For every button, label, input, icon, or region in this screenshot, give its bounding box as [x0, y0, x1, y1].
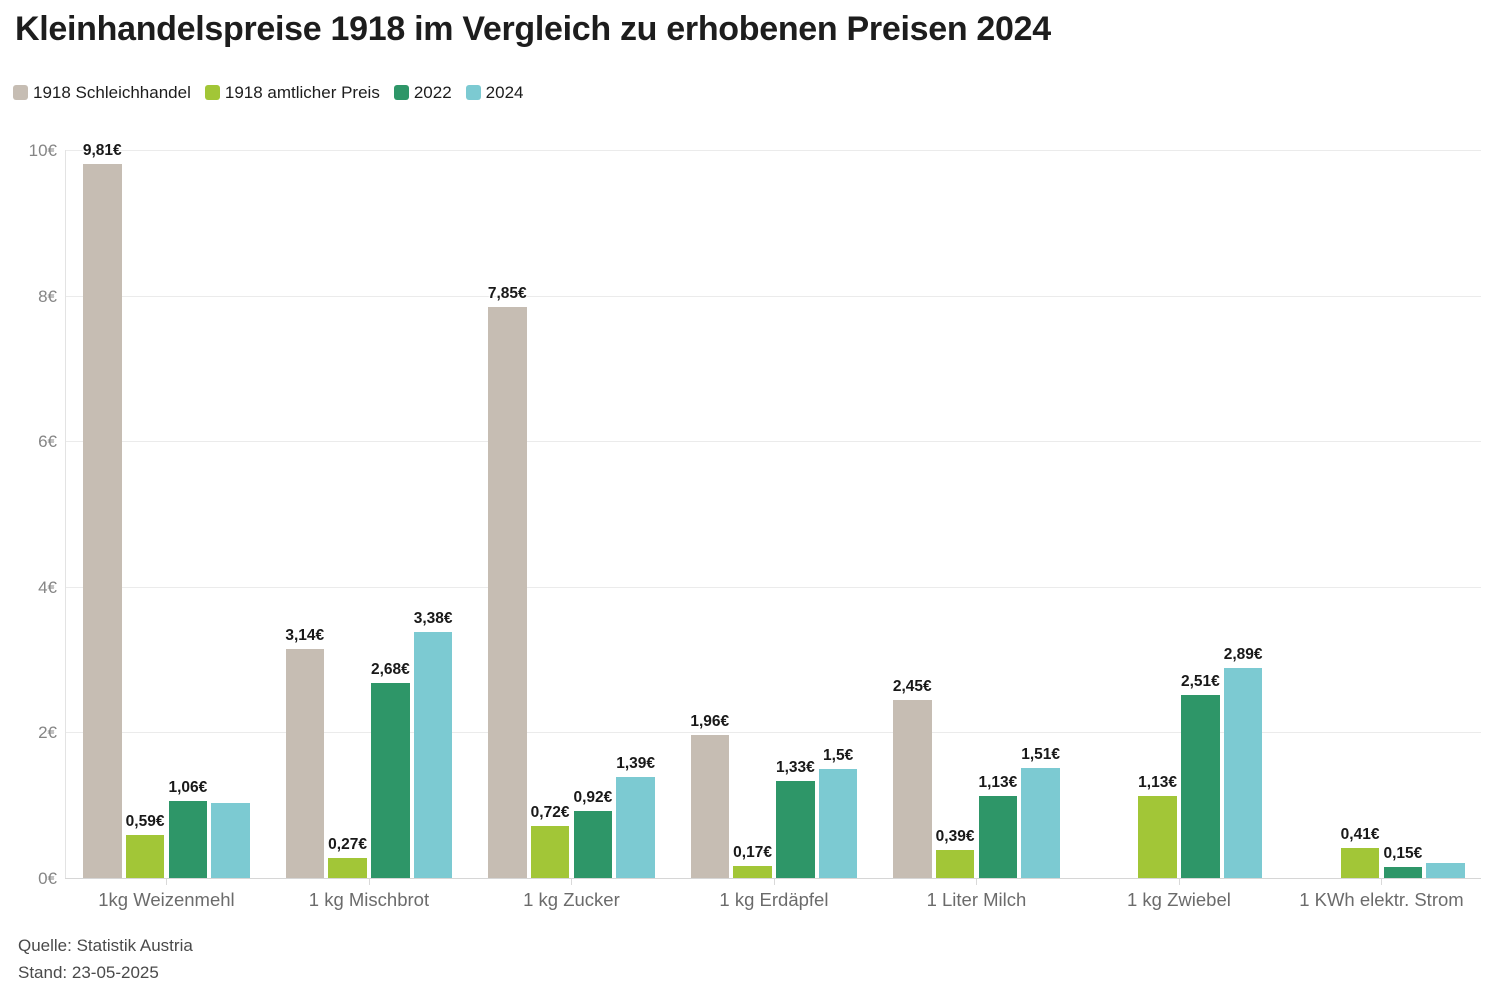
x-axis-category-label: 1 kg Zwiebel: [1127, 889, 1231, 910]
x-axis-category-label: 1 Liter Milch: [926, 889, 1027, 910]
bar: [978, 795, 1018, 878]
x-axis-tick: [1178, 878, 1180, 885]
bar-value-label: 0,27€: [328, 836, 367, 854]
gridline: [65, 150, 1481, 151]
footer: Quelle: Statistik Austria Stand: 23-05-2…: [18, 932, 193, 986]
bar: [1383, 867, 1423, 878]
bar-value-label: 1,33€: [775, 759, 815, 777]
x-axis-tick: [1381, 878, 1383, 885]
bar-value-label: 1,06€: [168, 778, 208, 796]
y-axis-tick-label: 4€: [38, 577, 57, 597]
legend-item-label: 2022: [413, 83, 452, 102]
gridline: [65, 586, 1481, 588]
legend: 1918 Schleichhandel 1918 amtlicher Preis 2…: [13, 83, 523, 101]
legend-item: 1918 Schleichhandel: [13, 83, 191, 101]
y-axis-tick-label: 6€: [38, 432, 57, 452]
bar: [776, 781, 815, 878]
x-axis-tick: [773, 878, 775, 885]
y-axis-tick-label: 2€: [38, 723, 57, 743]
x-axis-category-label: 1kg Weizenmehl: [98, 889, 235, 910]
bar-value-label: 7,85€: [487, 284, 527, 302]
bar: [371, 682, 410, 878]
bar: [893, 699, 932, 878]
bar: [573, 811, 613, 878]
gridline: [65, 732, 1481, 734]
bar: [733, 865, 772, 878]
x-axis-tick: [571, 878, 573, 885]
bar-value-label: 0,92€: [573, 789, 613, 807]
legend-item: 2024: [465, 83, 524, 102]
bar-value-label: 0,72€: [530, 803, 570, 821]
bar-value-label: 2,89€: [1223, 645, 1263, 663]
legend-swatch-icon: [465, 84, 481, 100]
bar-value-label: 2,45€: [892, 677, 932, 695]
bar-value-label: 3,14€: [285, 627, 325, 645]
bar-value-label: 0,15€: [1383, 845, 1423, 863]
chart-title: Kleinhandelspreise 1918 im Vergleich zu …: [15, 10, 1051, 48]
bar-value-label: 0,17€: [733, 843, 772, 861]
gridline: [65, 295, 1481, 297]
gridline: [65, 441, 1481, 443]
bar: [413, 631, 453, 878]
bar: [211, 803, 250, 878]
bar-value-label: 1,39€: [616, 754, 656, 772]
bar-value-label: 2,51€: [1180, 673, 1220, 691]
legend-item-label: 1918 amtlicher Preis: [224, 83, 380, 102]
x-axis-tick: [166, 878, 168, 885]
bar-value-label: 1,13€: [1138, 773, 1177, 791]
legend-item: 2022: [393, 83, 452, 102]
bar: [285, 649, 324, 878]
bar: [616, 776, 655, 878]
bar: [690, 735, 729, 878]
bar-value-label: 0,59€: [125, 813, 165, 831]
bar: [1021, 768, 1060, 878]
bar: [328, 858, 367, 878]
bar: [488, 306, 527, 878]
legend-item: 1918 amtlicher Preis: [204, 83, 380, 102]
y-axis-line: [65, 150, 66, 878]
legend-item-label: 2024: [485, 83, 524, 102]
bar-value-label: 9,81€: [82, 141, 122, 159]
gridline: [65, 878, 1481, 879]
bar: [125, 835, 165, 878]
x-axis-category-label: 1 KWh elektr. Strom: [1299, 889, 1464, 910]
bar: [935, 849, 975, 878]
bar: [1426, 863, 1465, 878]
bar: [1138, 795, 1177, 878]
y-axis-tick-label: 8€: [38, 286, 57, 306]
bar: [1223, 667, 1263, 878]
bar-value-label: 3,38€: [413, 609, 453, 627]
y-axis-tick-label: 10€: [28, 141, 57, 160]
source-note: Quelle: Statistik Austria: [18, 936, 193, 955]
legend-item-label: 1918 Schleichhandel: [33, 83, 191, 102]
bar-value-label: 2,68€: [370, 660, 410, 678]
legend-swatch-icon: [13, 84, 28, 100]
legend-swatch-icon: [393, 84, 409, 100]
bar-value-label: 0,39€: [935, 827, 975, 845]
y-axis-tick-label: 0€: [38, 869, 57, 888]
x-axis-category-label: 1 kg Mischbrot: [308, 889, 430, 910]
bar: [168, 800, 208, 878]
bar-value-label: 1,5€: [823, 746, 854, 764]
bar-value-label: 1,51€: [1021, 746, 1061, 764]
x-axis-category-label: 1 kg Zucker: [523, 889, 620, 910]
x-axis-category-label: 1 kg Erdäpfel: [719, 889, 829, 910]
bar: [83, 163, 122, 878]
bar: [1340, 848, 1380, 878]
bar-value-label: 1,13€: [978, 773, 1018, 791]
bar-value-label: 1,96€: [690, 713, 730, 731]
x-axis-tick: [368, 878, 370, 885]
stand-note: Stand: 23-05-2025: [18, 963, 159, 982]
bar: [1181, 695, 1220, 878]
x-axis-tick: [976, 878, 978, 885]
bar-value-label: 0,41€: [1340, 826, 1380, 844]
bar: [530, 825, 570, 878]
bar: [818, 768, 858, 878]
legend-swatch-icon: [204, 84, 220, 100]
